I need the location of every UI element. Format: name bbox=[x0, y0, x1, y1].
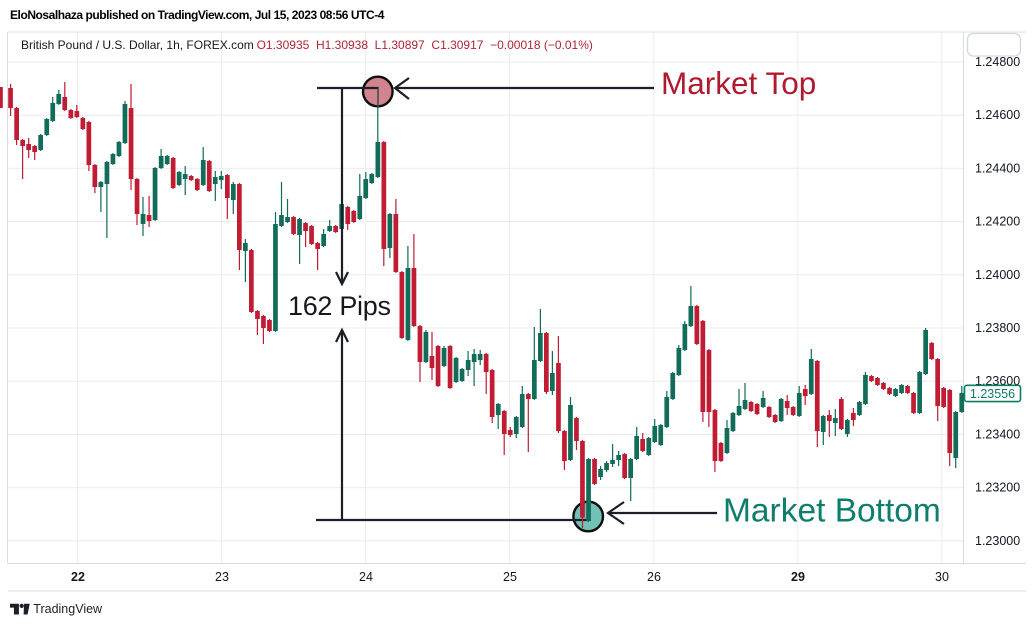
svg-text:1.23000: 1.23000 bbox=[975, 534, 1020, 548]
svg-text:1.24800: 1.24800 bbox=[975, 55, 1020, 69]
svg-text:Market Bottom: Market Bottom bbox=[723, 493, 941, 530]
svg-text:1.23400: 1.23400 bbox=[975, 427, 1020, 441]
svg-text:1.23800: 1.23800 bbox=[975, 321, 1020, 335]
svg-text:Market Top: Market Top bbox=[661, 65, 816, 101]
svg-text:162 Pips: 162 Pips bbox=[288, 291, 391, 321]
svg-text:O1.30935 H1.30938 L1.30897: O1.30935 H1.30938 L1.30897 C1.30917 −0.0… bbox=[257, 38, 593, 52]
svg-text:24: 24 bbox=[359, 570, 373, 584]
svg-text:29: 29 bbox=[791, 570, 805, 584]
svg-text:1.23556: 1.23556 bbox=[970, 387, 1015, 401]
svg-text:1.23200: 1.23200 bbox=[975, 481, 1020, 495]
svg-text:25: 25 bbox=[503, 570, 517, 584]
svg-text:26: 26 bbox=[647, 570, 661, 584]
svg-text:23: 23 bbox=[215, 570, 229, 584]
svg-text:EloNosalhaza published on Trad: EloNosalhaza published on TradingView.co… bbox=[10, 8, 385, 22]
svg-text:30: 30 bbox=[935, 570, 949, 584]
svg-text:1.24600: 1.24600 bbox=[975, 108, 1020, 122]
svg-text:British Pound / U.S. Dollar, 1: British Pound / U.S. Dollar, 1h, FOREX.c… bbox=[21, 38, 254, 52]
svg-text:1.24200: 1.24200 bbox=[975, 215, 1020, 229]
svg-text:22: 22 bbox=[71, 570, 85, 584]
svg-text:1.24000: 1.24000 bbox=[975, 268, 1020, 282]
svg-text:1.24400: 1.24400 bbox=[975, 161, 1020, 175]
svg-text:TradingView: TradingView bbox=[33, 602, 103, 616]
